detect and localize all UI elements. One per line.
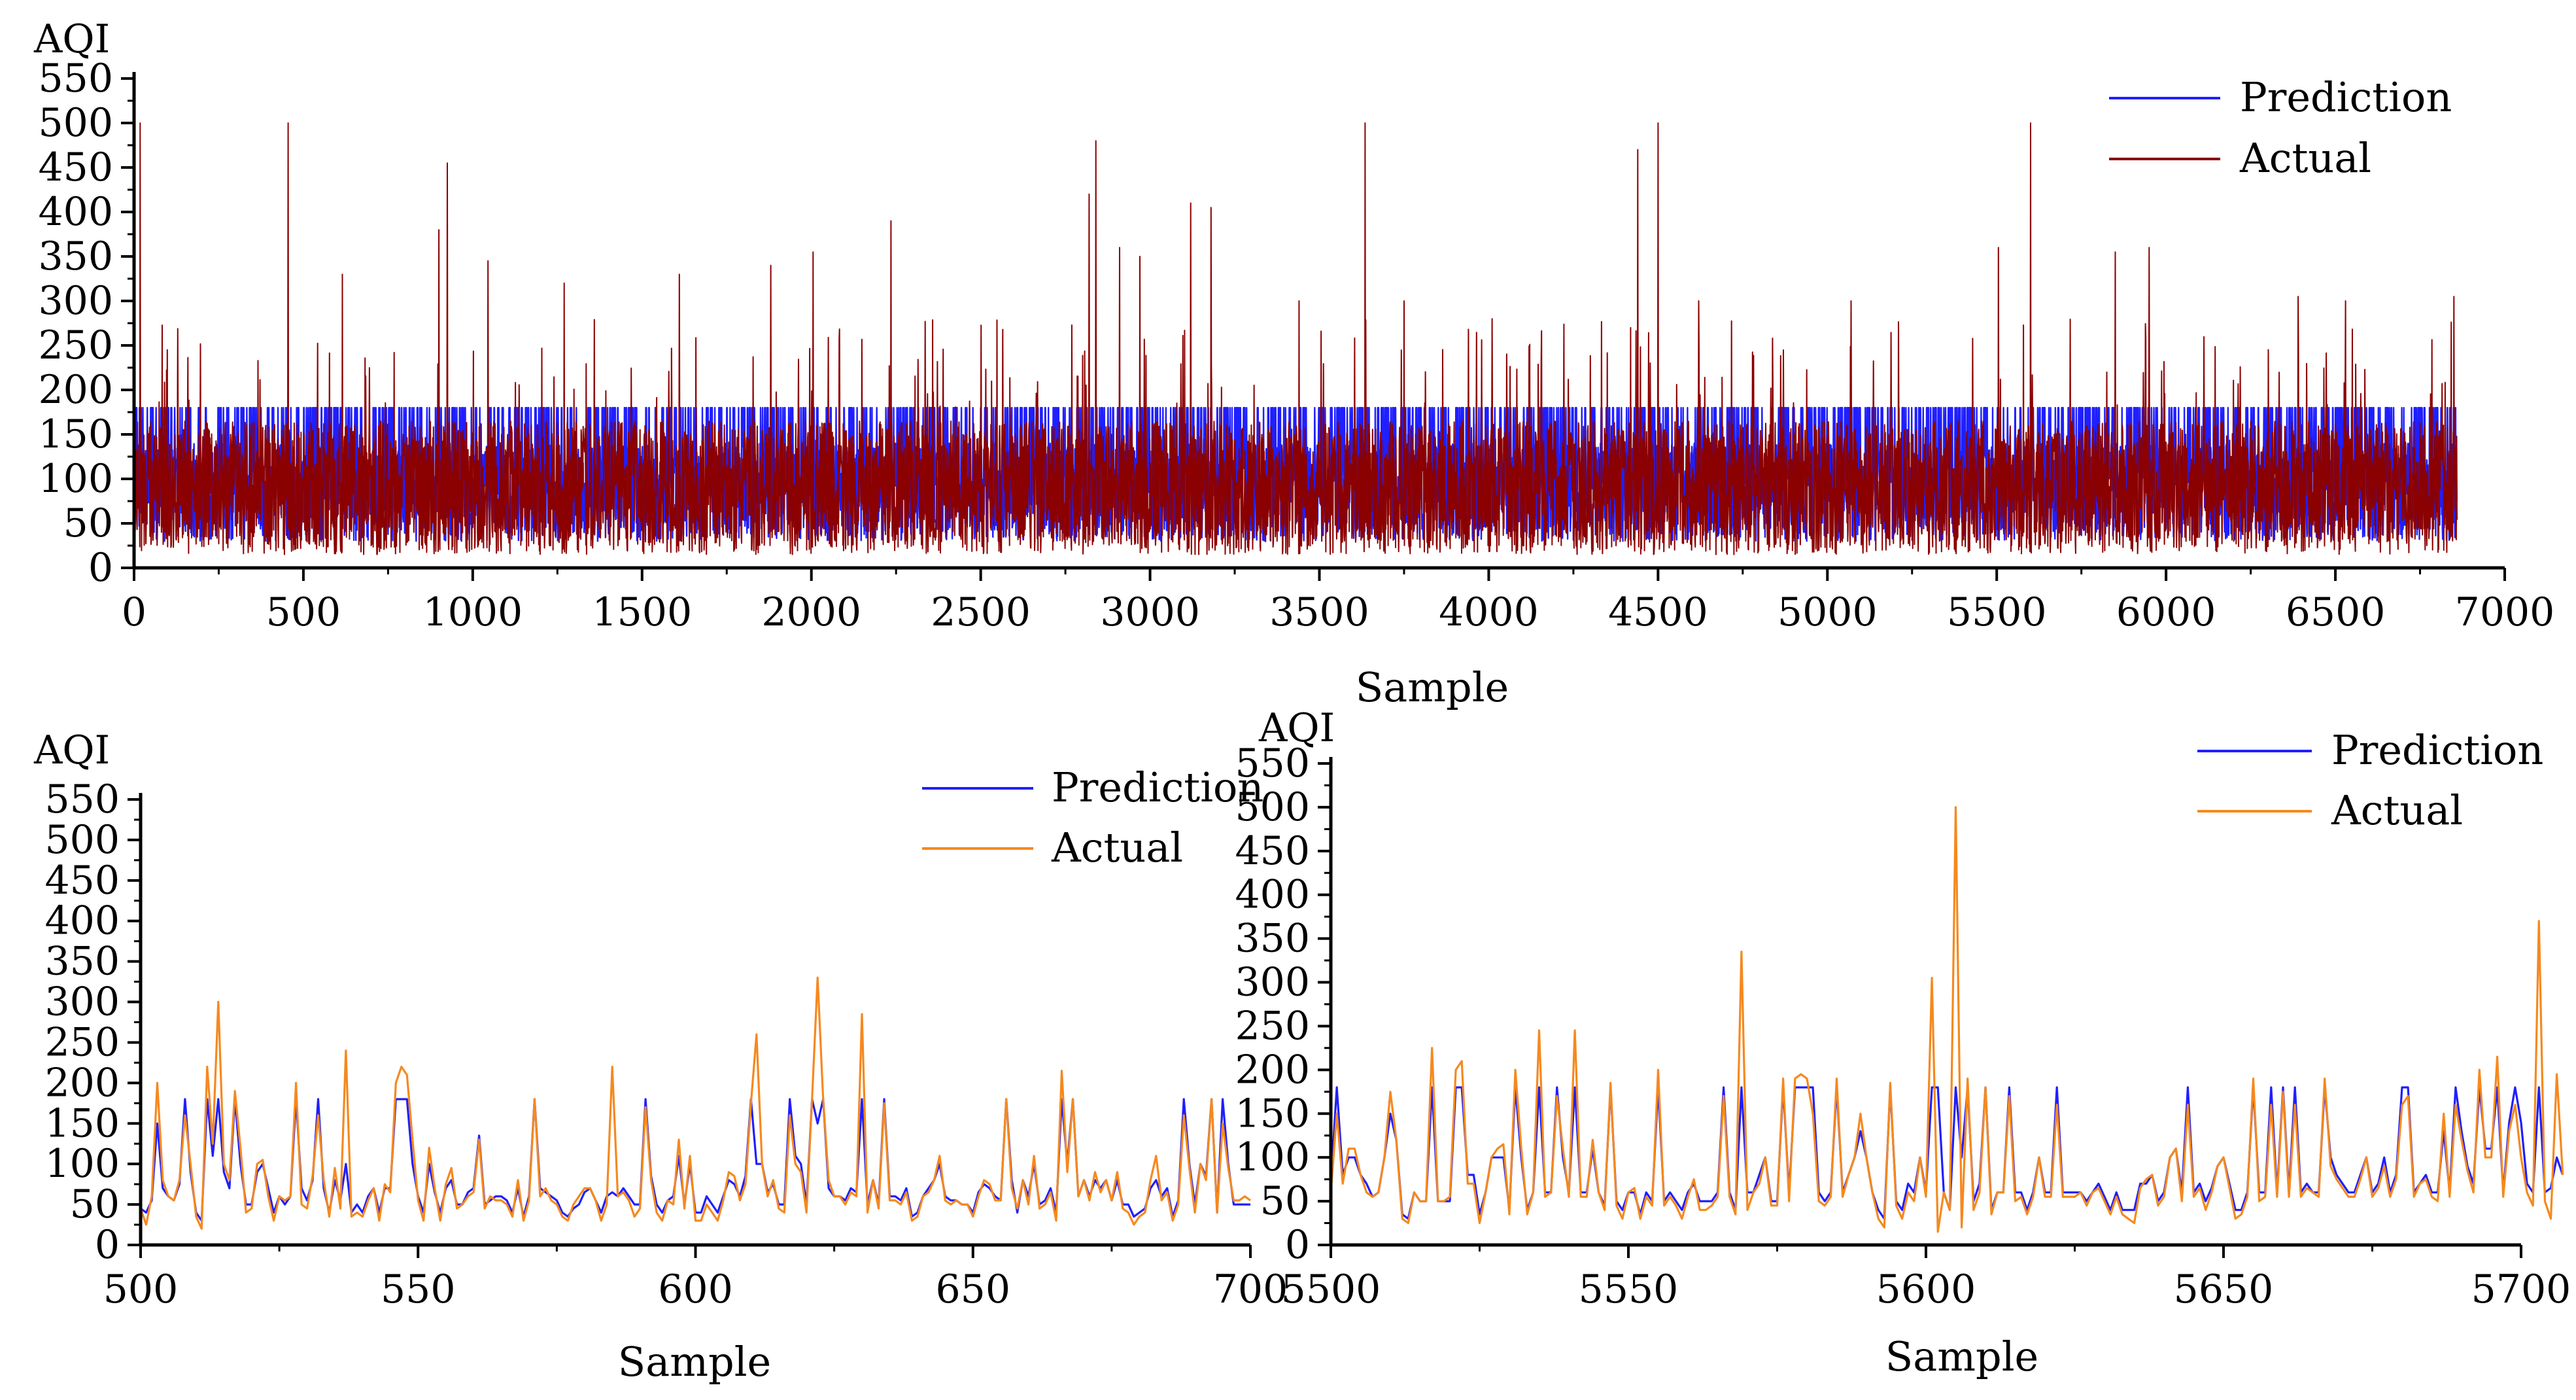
x-tick-label: 2000 <box>761 589 861 635</box>
x-tick-label: 1500 <box>592 589 692 635</box>
x-tick-label: 5500 <box>1947 589 2047 635</box>
y-tick-label: 300 <box>44 979 120 1025</box>
y-axis-label: AQI <box>1258 705 1335 751</box>
x-tick-label: 0 <box>122 589 146 635</box>
x-axis-label: Sample <box>618 1338 771 1386</box>
legend-label-prediction: Prediction <box>1052 763 1263 811</box>
y-axis-label: AQI <box>33 727 110 773</box>
y-tick-label: 200 <box>38 367 113 413</box>
y-tick-label: 150 <box>1235 1091 1310 1136</box>
y-tick-label: 500 <box>38 100 113 146</box>
y-tick-label: 100 <box>38 456 113 502</box>
x-tick-label: 1000 <box>423 589 523 635</box>
x-tick-label: 5600 <box>1876 1267 1976 1312</box>
x-axis-label: Sample <box>1356 663 1509 711</box>
x-tick-label: 500 <box>103 1267 179 1312</box>
x-tick-label: 5000 <box>1777 589 1878 635</box>
y-tick-label: 100 <box>44 1141 120 1187</box>
legend-label-actual: Actual <box>2239 134 2371 182</box>
y-tick-label: 300 <box>38 278 113 324</box>
legend: Prediction Actual <box>2109 73 2452 182</box>
x-tick-label: 550 <box>381 1267 456 1312</box>
x-tick-label: 600 <box>658 1267 733 1312</box>
y-tick-label: 350 <box>1235 916 1310 962</box>
y-tick-label: 450 <box>1235 828 1310 874</box>
y-tick-label: 0 <box>88 545 113 591</box>
x-tick-label: 5500 <box>1281 1267 1381 1312</box>
y-tick-label: 100 <box>1235 1134 1310 1180</box>
legend-label-prediction: Prediction <box>2331 726 2543 774</box>
y-tick-label: 350 <box>38 234 113 279</box>
y-tick-label: 400 <box>38 189 113 235</box>
y-tick-label: 500 <box>1235 784 1310 830</box>
y-tick-label: 50 <box>70 1181 120 1227</box>
series-line-actual <box>1330 806 2564 1233</box>
series-line-actual <box>133 122 2458 555</box>
y-tick-label: 300 <box>1235 960 1310 1006</box>
y-tick-label: 50 <box>63 500 113 546</box>
x-tick-label: 500 <box>266 589 341 635</box>
y-tick-label: 0 <box>95 1222 120 1268</box>
x-axis-label: Sample <box>1885 1333 2038 1380</box>
x-tick-label: 3000 <box>1100 589 1200 635</box>
x-tick-label: 2500 <box>931 589 1031 635</box>
series-group <box>133 122 2458 555</box>
y-tick-label: 200 <box>1235 1047 1310 1093</box>
y-tick-label: 450 <box>38 145 113 190</box>
y-tick-label: 550 <box>1235 741 1310 786</box>
x-tick-label: 4000 <box>1439 589 1539 635</box>
legend-label-actual: Actual <box>2331 786 2463 834</box>
y-tick-label: 550 <box>44 777 120 822</box>
y-tick-label: 350 <box>44 939 120 985</box>
series-group <box>139 976 1251 1230</box>
y-tick-label: 50 <box>1260 1178 1310 1224</box>
y-tick-label: 250 <box>1235 1003 1310 1049</box>
legend: Prediction Actual <box>922 763 1263 871</box>
x-tick-label: 3500 <box>1269 589 1369 635</box>
legend-label-actual: Actual <box>1051 824 1183 871</box>
y-tick-label: 400 <box>1235 872 1310 918</box>
x-tick-label: 7000 <box>2455 589 2555 635</box>
y-tick-label: 0 <box>1285 1222 1310 1268</box>
x-tick-label: 5650 <box>2174 1267 2274 1312</box>
x-tick-label: 6500 <box>2286 589 2386 635</box>
y-tick-label: 200 <box>44 1060 120 1106</box>
series-group <box>1330 806 2564 1233</box>
y-tick-label: 150 <box>38 411 113 457</box>
x-tick-label: 4500 <box>1608 589 1708 635</box>
y-tick-label: 550 <box>38 56 113 101</box>
y-tick-label: 450 <box>44 858 120 903</box>
x-tick-label: 650 <box>935 1267 1010 1312</box>
series-line-actual <box>139 976 1251 1230</box>
x-tick-label: 700 <box>1213 1267 1288 1312</box>
x-tick-label: 6000 <box>2116 589 2216 635</box>
y-tick-label: 400 <box>44 898 120 944</box>
y-tick-label: 250 <box>38 323 113 368</box>
y-tick-label: 250 <box>44 1019 120 1065</box>
x-tick-label: 5700 <box>2471 1267 2571 1312</box>
y-axis-label: AQI <box>33 16 110 62</box>
x-tick-label: 5550 <box>1579 1267 1679 1312</box>
legend-label-prediction: Prediction <box>2240 73 2452 121</box>
legend: Prediction Actual <box>2197 726 2543 834</box>
y-tick-label: 150 <box>44 1100 120 1146</box>
y-tick-label: 500 <box>44 817 120 863</box>
